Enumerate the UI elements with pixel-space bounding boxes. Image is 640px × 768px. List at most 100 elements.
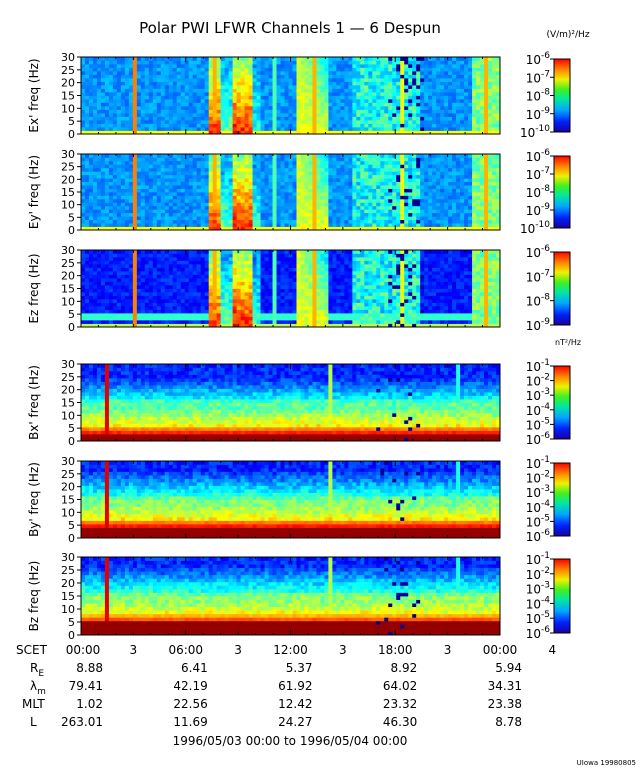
y-tick-label: 15 [61, 283, 75, 296]
colorbar-tick-label: 10-5 [526, 610, 550, 626]
y-tick-label: 30 [61, 358, 75, 371]
colorbar-tick-label: 10-1 [526, 358, 550, 374]
y-tick-label: 15 [61, 186, 75, 199]
colorbar [553, 365, 571, 440]
y-tick-label: 0 [68, 321, 75, 334]
colorbar-tick-label: 10-4 [526, 402, 551, 418]
x-tick-mlt: 22.56 [173, 697, 207, 711]
y-tick-label: 25 [61, 257, 75, 270]
y-tick-label: 0 [68, 128, 75, 141]
colorbar-tick-label: 10-9 [526, 317, 551, 333]
x-tick-l: 24.27 [278, 715, 312, 729]
spectrogram-cells [81, 461, 501, 539]
y-tick-label: 20 [61, 270, 75, 283]
y-tick-label: 30 [61, 551, 75, 564]
colorbar-tick-label: 10-4 [526, 499, 551, 515]
colorbar-tick-label: 10-6 [526, 528, 551, 544]
colorbar [553, 558, 571, 634]
y-tick-label: 20 [61, 77, 75, 90]
date-range-label: 1996/05/03 00:00 to 1996/05/04 00:00 [173, 734, 408, 748]
y-axis-label: Bx' freq (Hz) [27, 365, 41, 440]
colorbar-tick-label: 10-2 [526, 566, 550, 582]
y-tick-label: 0 [68, 224, 75, 237]
colorbar-tick-label: 10-6 [526, 625, 551, 641]
y-tick-label: 15 [61, 590, 75, 603]
x-tick-scet: 00:00 [483, 643, 518, 657]
x-tick-lm: 34.31 [488, 679, 522, 693]
y-tick-label: 20 [61, 173, 75, 186]
y-tick-label: 30 [61, 455, 75, 468]
spectrogram-cells [81, 57, 501, 135]
colorbar-tick-label: 10-7 [526, 166, 550, 182]
x-tick-lm: 61.92 [278, 679, 312, 693]
x-minor-tick-label: 3 [234, 643, 242, 657]
spectrogram-cells [81, 557, 501, 636]
colorbar-tick-label: 10-9 [526, 202, 551, 218]
x-tick-re: 5.94 [495, 661, 522, 675]
y-axis-label: Ez freq (Hz) [27, 253, 41, 323]
spectrogram-cells [81, 250, 501, 328]
y-tick-label: 10 [61, 409, 75, 422]
colorbar-tick-label: 10-3 [526, 581, 550, 597]
colorbar-tick-label: 10-10 [520, 220, 550, 236]
colorbar-tick-label: 10-6 [526, 148, 551, 164]
y-tick-label: 25 [61, 468, 75, 481]
x-tick-l: 263.01 [61, 715, 103, 729]
colorbar-tick-label: 10-10 [520, 124, 550, 140]
colorbar-tick-label: 10-8 [526, 184, 551, 200]
x-tick-re: 8.92 [391, 661, 418, 675]
colorbar-tick-label: 10-4 [526, 595, 551, 611]
spectrogram-cells [81, 364, 501, 442]
row-label-mlt: MLT [22, 697, 45, 711]
colorbar-tick-label: 10-1 [526, 455, 550, 471]
y-tick-label: 5 [68, 519, 75, 532]
y-axis-label: By' freq (Hz) [27, 462, 41, 537]
credit-label: UIowa 19980805 [577, 759, 636, 767]
x-tick-lm: 42.19 [173, 679, 207, 693]
x-tick-scet: 06:00 [168, 643, 203, 657]
y-tick-label: 15 [61, 494, 75, 507]
y-tick-label: 5 [68, 616, 75, 629]
colorbar-tick-label: 10-9 [526, 106, 551, 122]
y-tick-label: 5 [68, 115, 75, 128]
colorbar-tick-label: 10-6 [526, 244, 551, 260]
magnetic-units-label: nT²/Hz [555, 338, 581, 347]
y-tick-label: 30 [61, 244, 75, 257]
y-tick-label: 20 [61, 384, 75, 397]
y-tick-label: 10 [61, 295, 75, 308]
y-tick-label: 5 [68, 211, 75, 224]
colorbar-tick-label: 10-5 [526, 416, 550, 432]
x-tick-mlt: 1.02 [76, 697, 103, 711]
x-minor-tick-label: 3 [130, 643, 138, 657]
colorbar-tick-label: 10-8 [526, 293, 551, 309]
x-tick-lm: 64.02 [383, 679, 417, 693]
row-label-re: RE [30, 661, 44, 679]
x-tick-l: 46.30 [383, 715, 417, 729]
x-tick-scet: 18:00 [378, 643, 413, 657]
x-minor-tick-label: 4 [549, 643, 557, 657]
x-tick-mlt: 12.42 [278, 697, 312, 711]
y-tick-label: 10 [61, 102, 75, 115]
colorbar [553, 251, 571, 326]
colorbar-tick-label: 10-7 [526, 69, 550, 85]
y-tick-label: 5 [68, 308, 75, 321]
y-tick-label: 0 [68, 629, 75, 642]
colorbar-tick-label: 10-1 [526, 551, 550, 567]
row-label-scet: SCET [16, 643, 48, 657]
x-tick-l: 11.69 [173, 715, 207, 729]
x-tick-mlt: 23.32 [383, 697, 417, 711]
colorbar [553, 58, 571, 133]
y-tick-label: 15 [61, 90, 75, 103]
y-tick-label: 30 [61, 148, 75, 161]
x-tick-scet: 00:00 [66, 643, 101, 657]
colorbar-tick-label: 10-3 [526, 387, 550, 403]
y-tick-label: 25 [61, 371, 75, 384]
electric-units-label: (V/m)²/Hz [546, 30, 589, 40]
colorbar-tick-label: 10-2 [526, 373, 550, 389]
